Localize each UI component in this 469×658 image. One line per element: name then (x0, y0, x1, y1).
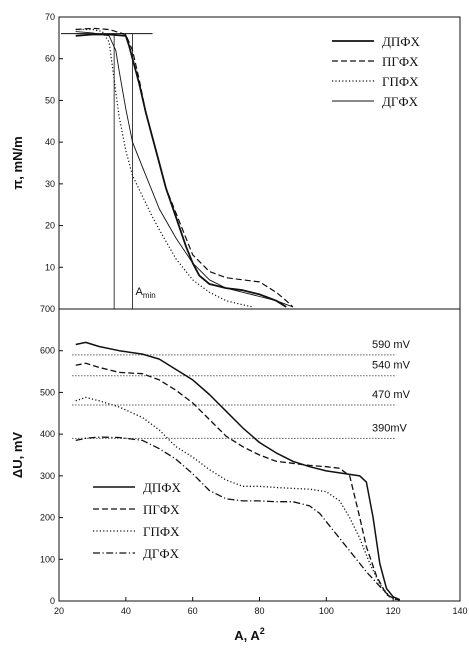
top-legend: ДПФХ ПГФХ ГПФХ ДГФХ (332, 34, 421, 109)
bottom-legend-label-4: ДГФХ (143, 546, 180, 561)
bottom-x-ticks: 20 40 60 80 100 120 140 (54, 597, 468, 616)
bottom-y-tick-label-4: 300 (40, 471, 55, 481)
top-y-tick-label-2: 20 (45, 221, 55, 231)
reference-line-label-3: 470 mV (372, 389, 411, 401)
top-y-ticks: 10 20 30 40 50 60 70 (45, 12, 63, 272)
x-tick-label-3: 60 (188, 606, 198, 616)
top-legend-label-2: ПГФХ (382, 54, 419, 69)
reference-line-label-4: 390mV (372, 422, 408, 434)
bottom-y-tick-label-2: 100 (40, 554, 55, 564)
top-legend-label-3: ГПФХ (382, 74, 419, 89)
top-series-line-3 (75, 28, 253, 308)
top-y-axis-title: π, mN/m (10, 136, 25, 189)
bottom-panel-surface-potential: 0 100 200 300 400 500 600 700 20 40 60 80 100 120 140… (10, 304, 468, 643)
bottom-y-tick-label-6: 500 (40, 387, 55, 397)
x-axis-title: A, A2 (234, 626, 265, 643)
x-tick-label-4: 80 (254, 606, 264, 616)
bottom-y-tick-label-5: 400 (40, 429, 55, 439)
top-y-tick-label-3: 30 (45, 179, 55, 189)
amin-subscript: min (143, 291, 156, 300)
x-tick-label-6: 120 (386, 606, 401, 616)
bottom-y-tick-label-7: 600 (40, 346, 55, 356)
x-tick-label-1: 20 (54, 606, 64, 616)
top-y-tick-label-7: 70 (45, 12, 55, 22)
top-y-tick-label-1: 10 (45, 262, 55, 272)
top-y-tick-label-4: 40 (45, 137, 55, 147)
x-tick-label-5: 100 (319, 606, 334, 616)
top-reference-lines (61, 33, 153, 309)
bottom-y-axis-title: ΔU, mV (10, 432, 25, 479)
reference-line-label-2: 540 mV (372, 360, 411, 372)
bottom-legend-label-1: ДПФХ (143, 480, 182, 495)
bottom-y-ticks: 0 100 200 300 400 500 600 700 (40, 304, 63, 606)
bottom-y-tick-label-3: 200 (40, 513, 55, 523)
bottom-legend-label-2: ПГФХ (143, 502, 180, 517)
top-y-tick-label-6: 60 (45, 54, 55, 64)
x-axis-title-main: A, A (234, 628, 260, 643)
bottom-series-line-2 (75, 362, 397, 601)
bottom-series-line-3 (75, 396, 397, 601)
x-tick-label-2: 40 (121, 606, 131, 616)
top-series-line-4 (75, 31, 294, 308)
amin-main-text: A (136, 286, 144, 298)
reference-line-label-1: 590 mV (372, 339, 411, 351)
bottom-legend-label-3: ГПФХ (143, 524, 180, 539)
top-series-line-1 (75, 33, 287, 308)
bottom-legend: ДПФХ ПГФХ ГПФХ ДГФХ (93, 480, 182, 561)
bottom-series-line-4 (75, 436, 401, 601)
top-series-line-2 (75, 27, 294, 308)
bottom-series-lines (75, 341, 401, 601)
x-tick-label-7: 140 (452, 606, 467, 616)
bottom-y-tick-label-8: 700 (40, 304, 55, 314)
bottom-reference-lines: 590 mV 540 mV 470 mV 390mV (72, 339, 411, 439)
top-series-lines (75, 27, 294, 308)
top-legend-label-1: ДПФХ (382, 34, 421, 49)
bottom-series-line-1 (75, 341, 401, 601)
bottom-y-tick-label-1: 0 (50, 596, 55, 606)
top-y-tick-label-5: 50 (45, 95, 55, 105)
amin-label: Amin (136, 286, 156, 300)
top-legend-label-4: ДГФХ (382, 94, 419, 109)
amin-annotation: Amin (136, 286, 156, 300)
x-axis-title-superscript: 2 (260, 626, 265, 636)
